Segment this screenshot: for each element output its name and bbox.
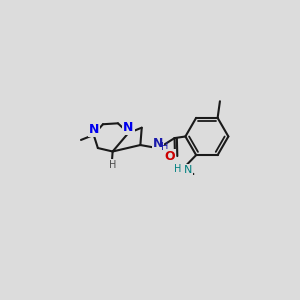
Text: O: O bbox=[165, 150, 175, 163]
Text: H: H bbox=[109, 160, 116, 170]
Text: N: N bbox=[184, 165, 193, 175]
Text: N: N bbox=[89, 123, 99, 136]
Text: N: N bbox=[153, 137, 163, 150]
Text: N: N bbox=[123, 122, 134, 134]
Text: H: H bbox=[161, 142, 169, 152]
Text: H: H bbox=[174, 164, 182, 174]
